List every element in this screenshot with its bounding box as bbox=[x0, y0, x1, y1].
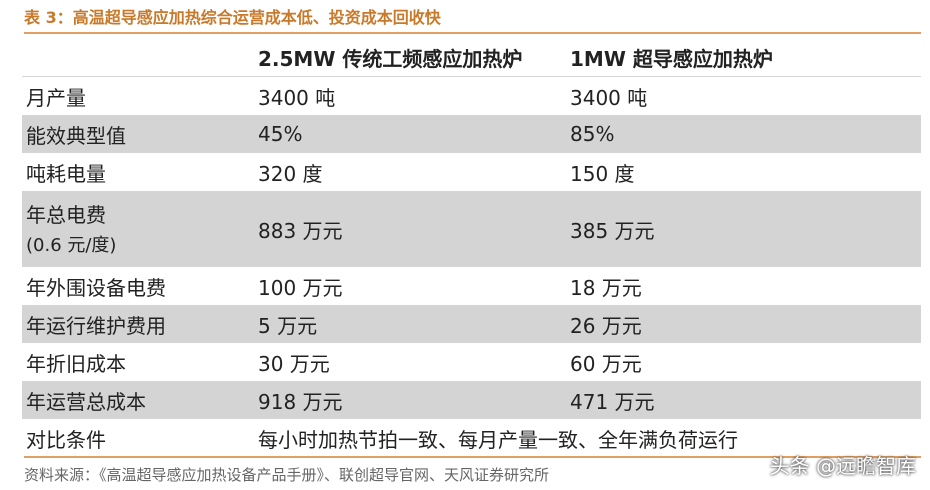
superconducting-value: 26 万元 bbox=[566, 305, 921, 343]
table-row: 年总电费 (0.6 元/度) 883 万元 385 万元 bbox=[22, 191, 921, 267]
traditional-value: 100 万元 bbox=[258, 275, 343, 300]
traditional-value: 5 万元 bbox=[254, 305, 566, 343]
traditional-value: 30 万元 bbox=[258, 351, 330, 376]
comparison-value: 每小时加热节拍一致、每月产量一致、全年满负荷运行 bbox=[258, 427, 738, 452]
row-label-cell: 年总电费 (0.6 元/度) bbox=[22, 191, 254, 267]
row-label: 月产量 bbox=[26, 85, 86, 110]
row-label: 年折旧成本 bbox=[26, 351, 126, 376]
row-label: 年外围设备电费 bbox=[26, 275, 166, 300]
table-row: 能效典型值 45% 85% bbox=[22, 115, 921, 153]
header-cell-empty bbox=[22, 38, 254, 77]
superconducting-value: 85% bbox=[566, 115, 921, 153]
row-label: 年运营总成本 bbox=[22, 381, 254, 419]
table-row: 年折旧成本 30 万元 60 万元 bbox=[22, 343, 921, 381]
comparison-label: 对比条件 bbox=[26, 427, 106, 452]
row-label-note: (0.6 元/度) bbox=[26, 235, 117, 256]
superconducting-value: 385 万元 bbox=[566, 191, 921, 267]
row-label: 吨耗电量 bbox=[26, 161, 106, 186]
row-label: 能效典型值 bbox=[22, 115, 254, 153]
table-row: 年外围设备电费 100 万元 18 万元 bbox=[22, 267, 921, 305]
superconducting-value: 150 度 bbox=[570, 161, 635, 186]
table-row: 月产量 3400 吨 3400 吨 bbox=[22, 77, 921, 116]
table-header-row: 2.5MW 传统工频感应加热炉 1MW 超导感应加热炉 bbox=[22, 38, 921, 77]
comparison-table: 2.5MW 传统工频感应加热炉 1MW 超导感应加热炉 月产量 3400 吨 3… bbox=[22, 38, 921, 457]
row-label: 年运行维护费用 bbox=[22, 305, 254, 343]
title-divider bbox=[24, 32, 921, 34]
table-row: 年运营总成本 918 万元 471 万元 bbox=[22, 381, 921, 419]
table-row: 吨耗电量 320 度 150 度 bbox=[22, 153, 921, 191]
superconducting-value: 18 万元 bbox=[570, 275, 642, 300]
traditional-value: 320 度 bbox=[258, 161, 323, 186]
table-title: 表 3：高温超导感应加热综合运营成本低、投资成本回收快 bbox=[24, 8, 441, 27]
header-cell-superconducting: 1MW 超导感应加热炉 bbox=[570, 46, 773, 71]
row-label: 年总电费 bbox=[26, 203, 106, 227]
superconducting-value: 3400 吨 bbox=[570, 85, 648, 110]
traditional-value: 45% bbox=[254, 115, 566, 153]
traditional-value: 918 万元 bbox=[254, 381, 566, 419]
watermark: 头条 @远瞻智库 bbox=[769, 454, 916, 478]
superconducting-value: 471 万元 bbox=[566, 381, 921, 419]
traditional-value: 883 万元 bbox=[254, 191, 566, 267]
source-note: 资料来源：《高温超导感应加热设备产品手册》、联创超导官网、天风证券研究所 bbox=[24, 466, 550, 484]
comparison-row: 对比条件 每小时加热节拍一致、每月产量一致、全年满负荷运行 bbox=[22, 419, 921, 457]
traditional-value: 3400 吨 bbox=[258, 85, 336, 110]
table-row: 年运行维护费用 5 万元 26 万元 bbox=[22, 305, 921, 343]
superconducting-value: 60 万元 bbox=[570, 351, 642, 376]
header-cell-traditional: 2.5MW 传统工频感应加热炉 bbox=[258, 46, 523, 71]
bottom-divider bbox=[24, 456, 921, 458]
